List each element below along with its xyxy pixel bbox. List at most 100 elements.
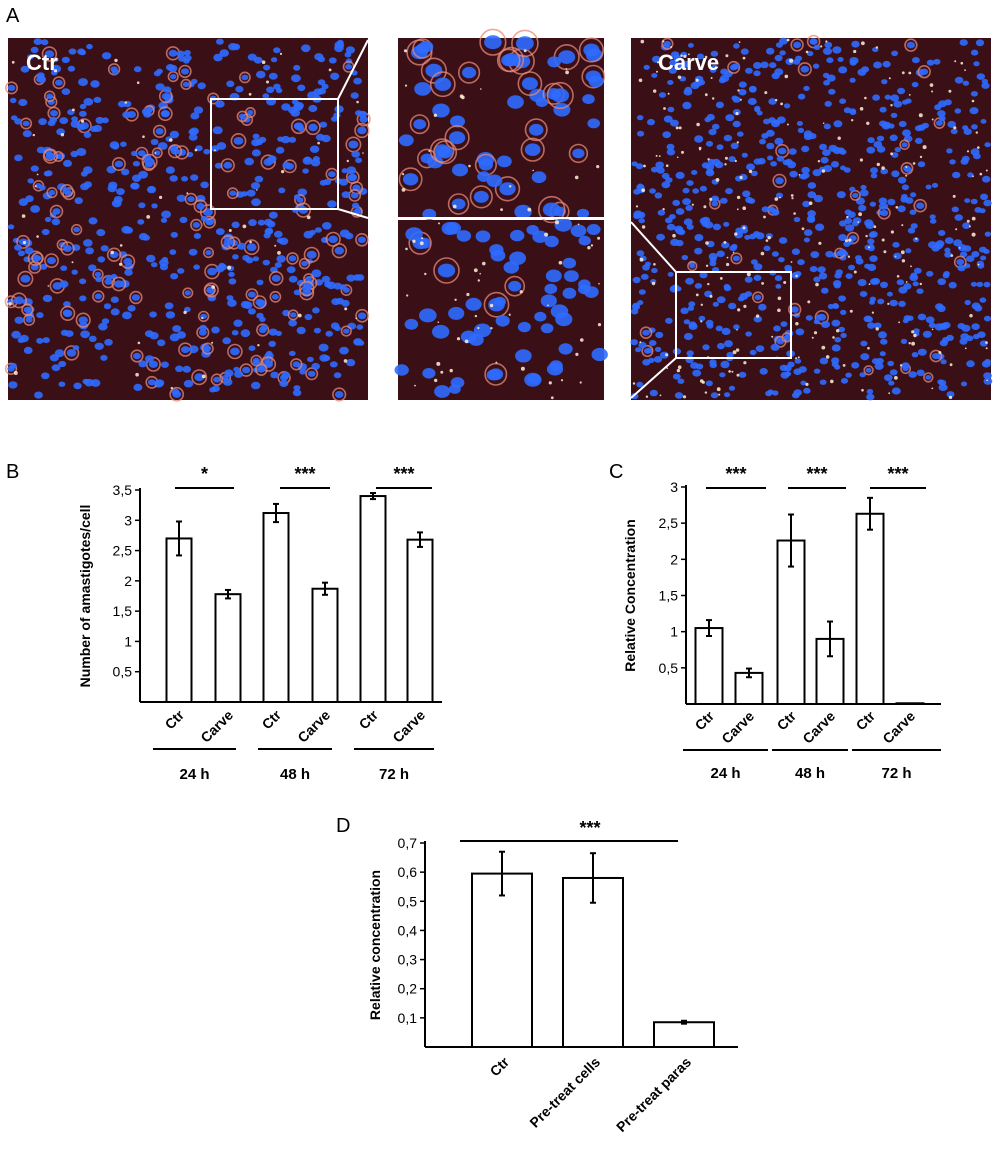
parasite-dot (436, 361, 441, 366)
nucleus (110, 296, 119, 304)
parasite-dot (748, 169, 753, 174)
nucleus (188, 133, 198, 141)
nucleus (652, 55, 661, 63)
parasite-dot (710, 77, 713, 79)
nucleus (778, 237, 788, 244)
nucleus (333, 372, 342, 379)
parasite-dot (746, 272, 751, 277)
parasite-ring (447, 193, 470, 215)
parasite-ring (752, 291, 764, 304)
parasite-dot (861, 41, 865, 46)
nucleus (666, 143, 675, 151)
nucleus (169, 130, 180, 139)
nucleus (934, 323, 944, 331)
nucleus (879, 120, 887, 127)
y-tick-label: 1 (124, 633, 132, 649)
parasite-ring (203, 247, 215, 259)
parasite-dot (805, 50, 809, 54)
nucleus (888, 123, 895, 129)
nucleus (155, 83, 165, 91)
parasite-ring (469, 185, 493, 209)
parasite-dot (704, 391, 708, 394)
nucleus (642, 329, 650, 336)
parasite-dot (985, 169, 988, 172)
nucleus (586, 224, 601, 235)
nucleus (279, 379, 289, 388)
nucleus (683, 319, 691, 325)
nucleus (588, 75, 604, 88)
parasite-ring (520, 137, 545, 162)
nucleus (176, 50, 185, 58)
nucleus (231, 43, 241, 51)
nucleus (137, 219, 145, 225)
nucleus (317, 79, 326, 86)
nucleus (855, 197, 866, 205)
nucleus (876, 135, 885, 142)
parasite-dot (421, 237, 424, 240)
nucleus (51, 364, 61, 372)
nucleus (769, 62, 777, 69)
nucleus (259, 316, 266, 323)
nucleus (839, 98, 847, 104)
parasite-ring (299, 280, 315, 297)
parasite-ring (60, 305, 76, 322)
nucleus (48, 189, 56, 196)
parasite-ring (484, 362, 508, 386)
parasite-dot (577, 223, 580, 226)
parasite-ring (496, 48, 521, 73)
parasite-dot (867, 346, 870, 350)
parasite-dot (700, 320, 703, 323)
nucleus (934, 104, 942, 111)
nucleus (334, 105, 344, 113)
nucleus (897, 87, 906, 95)
nucleus (674, 392, 684, 399)
nucleus (649, 389, 658, 397)
parasite-dot (575, 352, 579, 356)
parasite-dot (901, 71, 905, 75)
nucleus (901, 362, 910, 369)
nucleus (288, 136, 297, 143)
nucleus (341, 168, 348, 174)
nucleus (540, 294, 557, 308)
nucleus (327, 200, 337, 208)
nucleus (694, 135, 704, 143)
nucleus (801, 166, 810, 174)
parasite-dot (201, 374, 206, 379)
nucleus (880, 338, 888, 345)
nucleus (286, 266, 296, 274)
parasite-dot (743, 361, 747, 365)
nucleus (226, 80, 235, 88)
nucleus (840, 165, 846, 171)
nucleus (413, 119, 427, 130)
nucleus (192, 222, 200, 228)
nucleus (180, 68, 190, 75)
nucleus (793, 368, 802, 376)
nucleus (632, 276, 641, 284)
parasite-dot (813, 331, 818, 335)
parasite-dot (780, 102, 783, 106)
nucleus (219, 49, 229, 57)
nucleus (928, 322, 936, 329)
nucleus (796, 121, 804, 126)
nucleus (920, 68, 929, 75)
parasite-dot (901, 259, 906, 263)
parasite-ring (546, 81, 574, 110)
nucleus (912, 281, 919, 287)
nucleus (815, 223, 825, 231)
nucleus (973, 61, 980, 67)
parasite-ring (60, 241, 75, 256)
nucleus (398, 134, 414, 147)
nucleus (830, 161, 840, 168)
nucleus (807, 182, 817, 189)
nucleus (795, 55, 803, 62)
x-tick-label: Carve (799, 708, 838, 747)
nucleus (564, 270, 579, 282)
nucleus (132, 160, 140, 167)
parasite-ring (230, 132, 247, 149)
parasite-dot (858, 212, 862, 217)
nucleus (292, 361, 300, 368)
parasite-dot (905, 165, 908, 168)
nucleus (7, 84, 16, 91)
parasite-ring (21, 303, 34, 316)
nucleus (437, 146, 453, 159)
